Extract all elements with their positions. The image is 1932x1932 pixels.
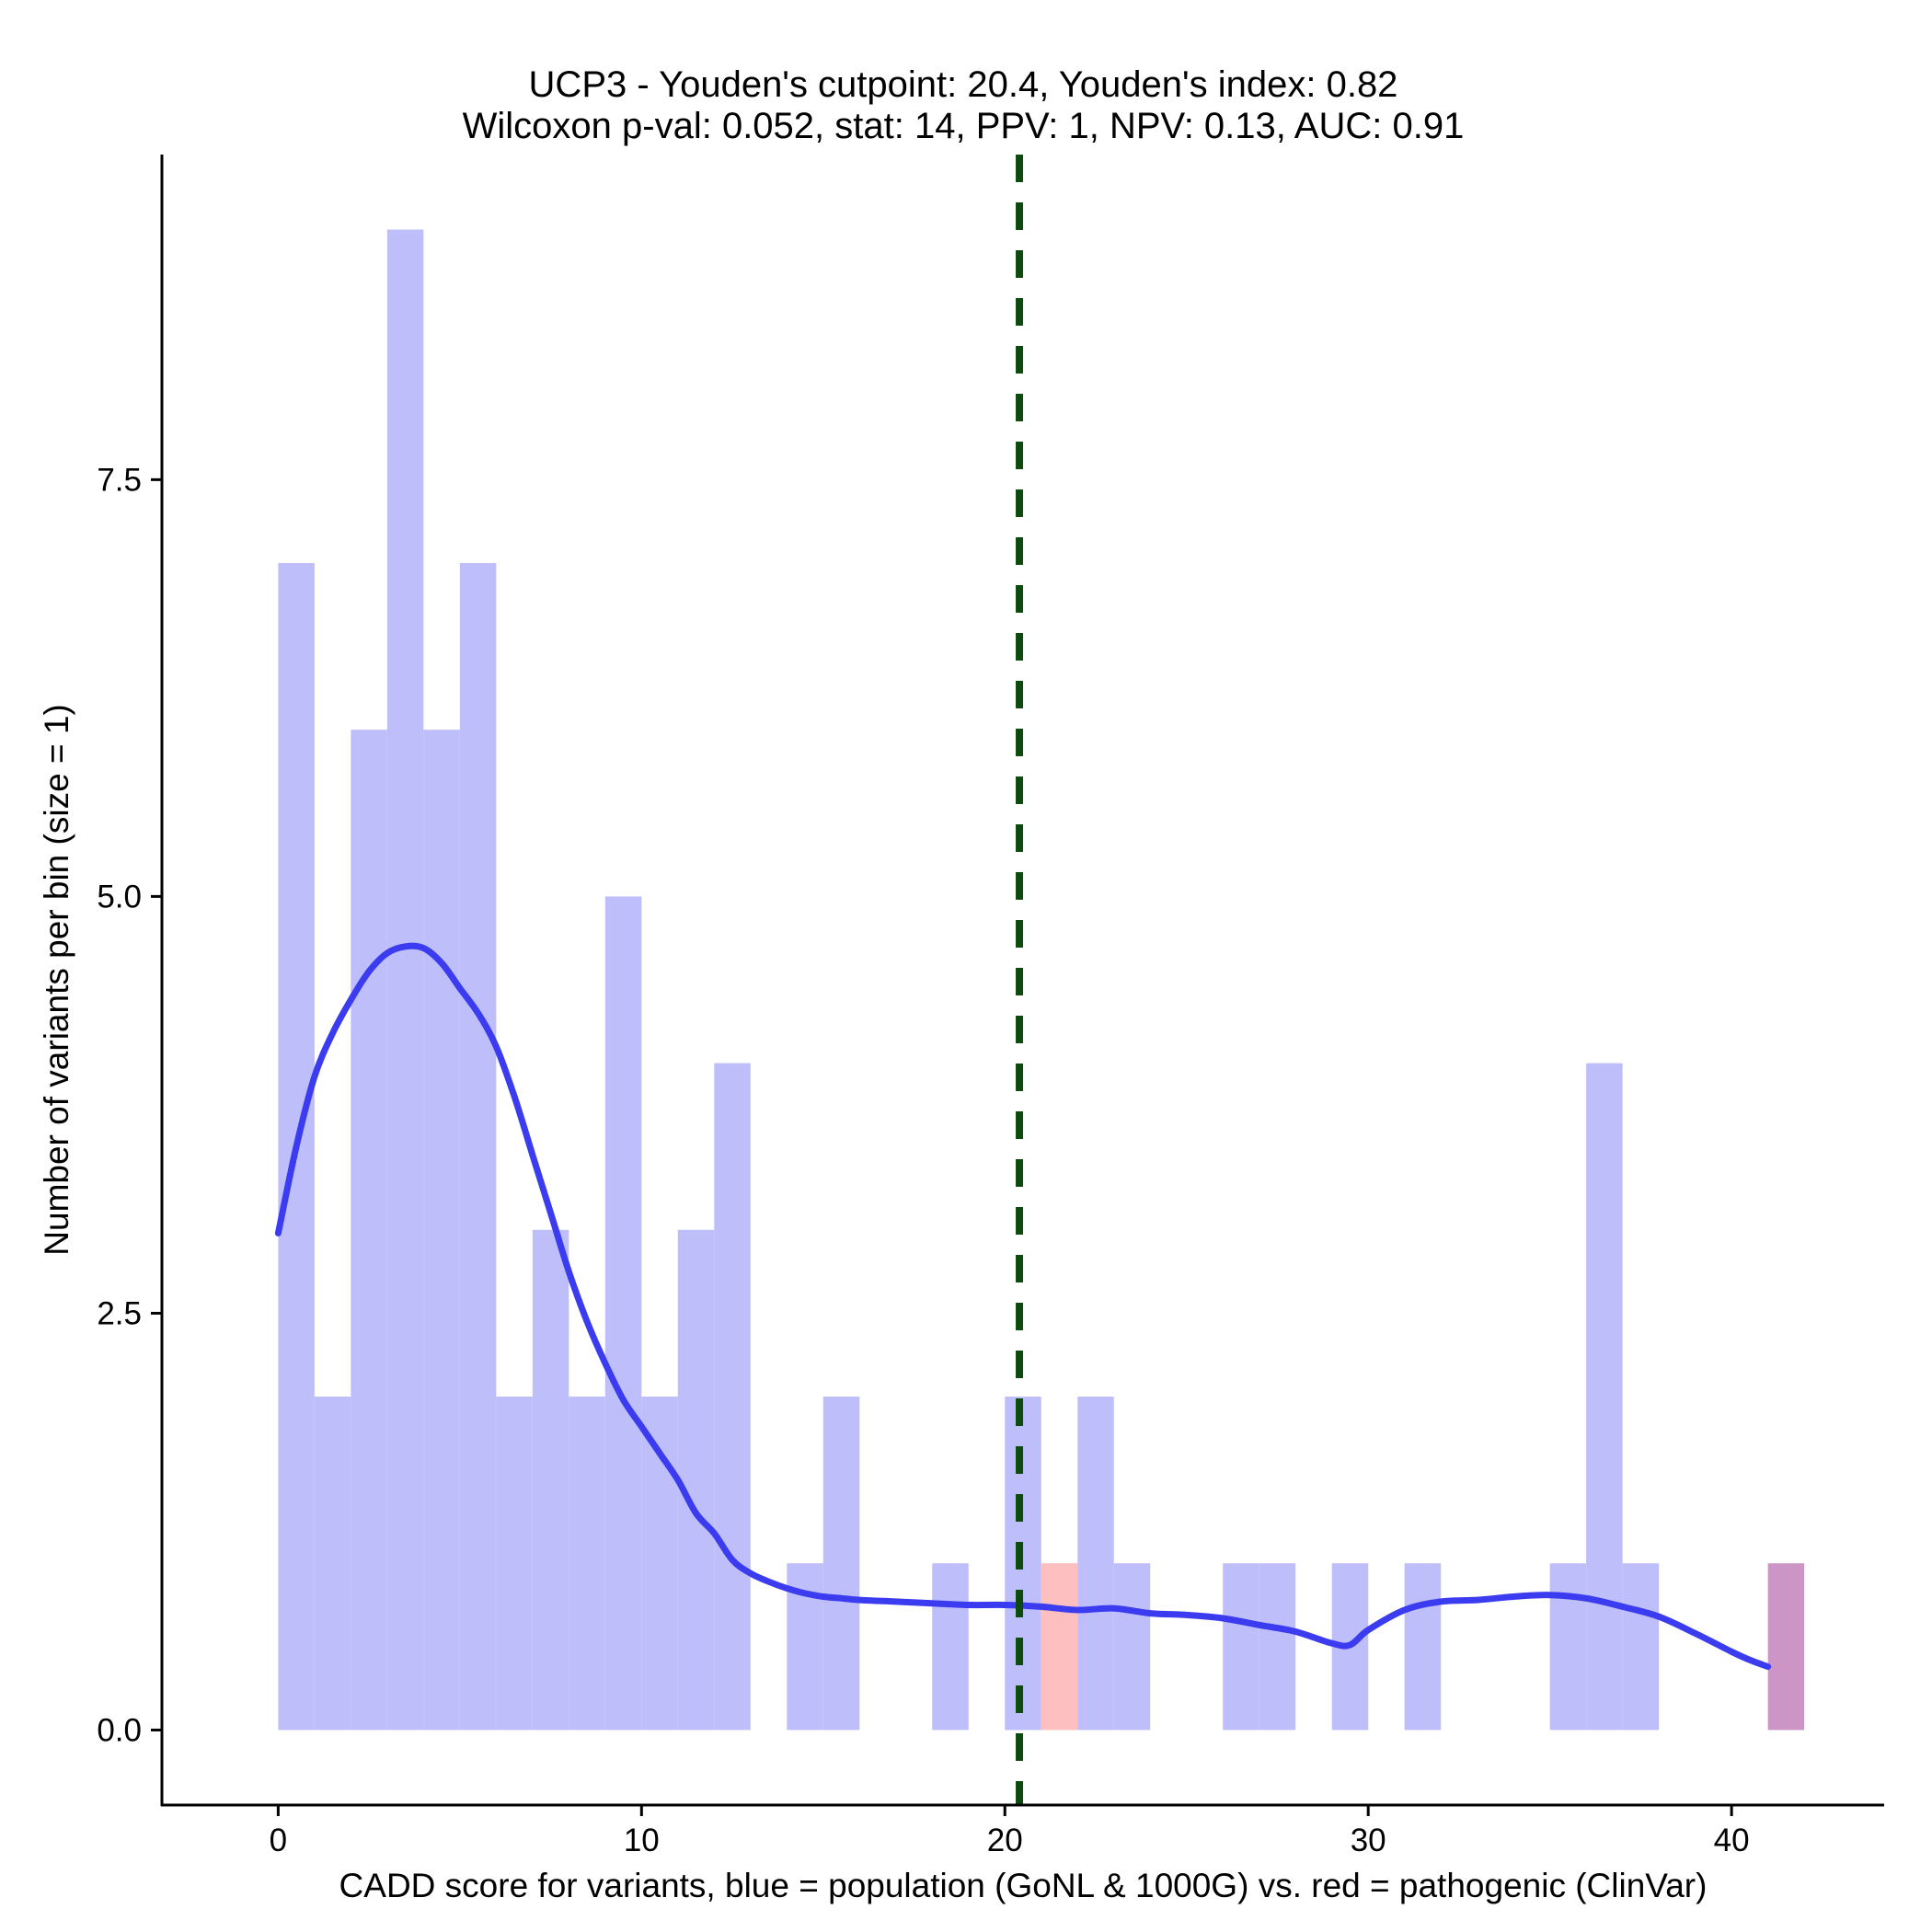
histogram-bars <box>278 229 1805 1731</box>
bar-population <box>1549 1563 1587 1731</box>
chart-title: UCP3 - Youden's cutpoint: 20.4, Youden's… <box>463 64 1465 146</box>
density-curve <box>274 942 1772 1671</box>
bar-population <box>604 896 642 1731</box>
axes: 0 10 20 30 40 0.0 2.5 5.0 7.5 <box>97 155 1884 1858</box>
y-tick-label: 2.5 <box>97 1295 142 1331</box>
bar-population <box>1259 1563 1296 1731</box>
title-line-2: Wilcoxon p-val: 0.052, stat: 14, PPV: 1,… <box>463 106 1465 146</box>
bar-population <box>386 229 424 1731</box>
bar-population <box>677 1229 715 1731</box>
bar-population <box>641 1397 678 1731</box>
bar-population <box>496 1397 533 1731</box>
x-tick-label: 20 <box>987 1823 1023 1858</box>
bar-population <box>714 1063 751 1731</box>
y-tick-label: 7.5 <box>97 462 142 498</box>
bar-population <box>932 1563 969 1731</box>
plot-area <box>274 155 1805 1805</box>
bar-population <box>1113 1563 1151 1731</box>
x-tick-label: 30 <box>1351 1823 1386 1858</box>
bar-population <box>351 730 387 1731</box>
bar-population <box>1077 1397 1114 1731</box>
title-line-1: UCP3 - Youden's cutpoint: 20.4, Youden's… <box>529 64 1398 105</box>
x-tick-label: 0 <box>270 1823 287 1858</box>
x-tick-label: 40 <box>1714 1823 1750 1858</box>
x-tick-label: 10 <box>624 1823 660 1858</box>
bar-population <box>1586 1063 1623 1731</box>
bar-population <box>822 1397 860 1731</box>
bar-population <box>1404 1563 1442 1731</box>
y-tick-label: 0.0 <box>97 1712 142 1748</box>
bar-population <box>314 1397 351 1731</box>
bar-population <box>1223 1563 1259 1731</box>
bar-population <box>423 730 460 1731</box>
bar-population <box>1622 1563 1660 1731</box>
bar-population <box>459 562 497 1731</box>
bar-population <box>569 1397 605 1731</box>
bar-overlap <box>1767 1563 1805 1731</box>
y-tick-label: 5.0 <box>97 879 142 914</box>
bar-pathogenic <box>1041 1563 1078 1731</box>
x-axis-ticks: 0 10 20 30 40 <box>270 1805 1750 1858</box>
bar-population <box>532 1229 569 1731</box>
x-axis-title: CADD score for variants, blue = populati… <box>339 1867 1708 1904</box>
y-axis-title: Number of variants per bin (size = 1) <box>38 704 75 1255</box>
y-axis-ticks: 0.0 2.5 5.0 7.5 <box>97 462 162 1748</box>
